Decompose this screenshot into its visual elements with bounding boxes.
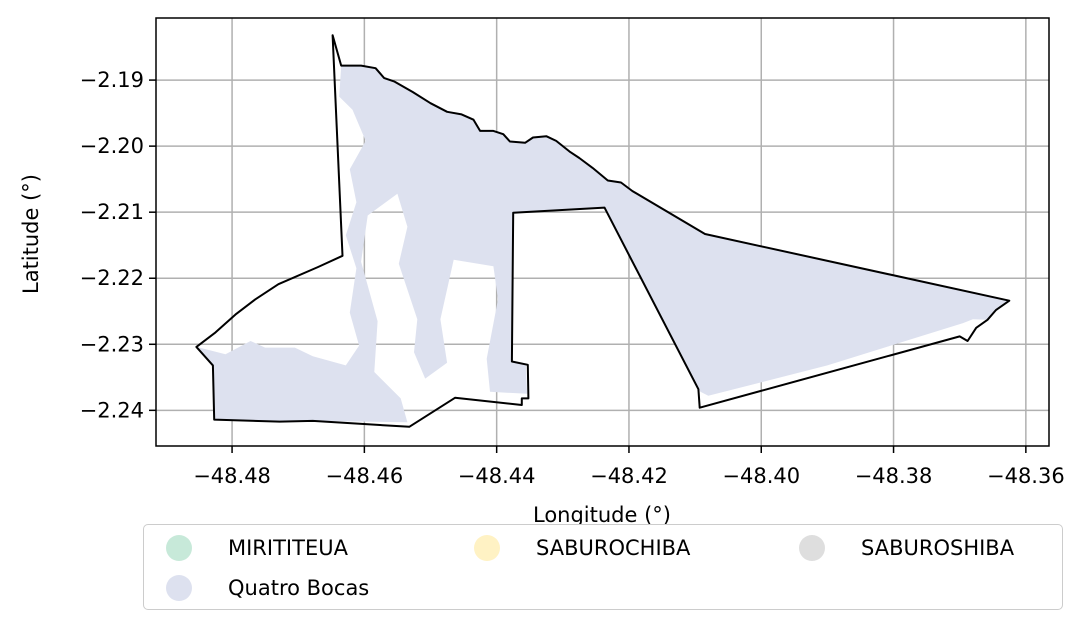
legend-swatch-saburochiba bbox=[474, 535, 500, 561]
y-tick-label: −2.23 bbox=[80, 332, 144, 356]
x-tick-label: −48.38 bbox=[855, 464, 933, 488]
area-fill-layer bbox=[196, 65, 1010, 423]
legend-label-quatro-bocas: Quatro Bocas bbox=[228, 576, 370, 600]
plot-frame bbox=[155, 17, 1050, 447]
legend-item-saburochiba: SABUROCHIBA bbox=[474, 533, 690, 563]
x-tick-label: −48.46 bbox=[326, 464, 404, 488]
x-axis-ticks: −48.48 −48.46 −48.44 −48.42 −48.40 −48.38 −48.… bbox=[193, 446, 1065, 488]
y-axis-ticks: −2.19 −2.20 −2.21 −2.22 −2.23 −2.24 bbox=[80, 68, 156, 422]
x-tick-label: −48.44 bbox=[458, 464, 536, 488]
legend-label-saburoshiba: SABUROSHIBA bbox=[861, 536, 1015, 560]
boundary-layer bbox=[195, 34, 1011, 428]
y-tick-label: −2.24 bbox=[80, 398, 144, 422]
legend: MIRITITEUA SABUROCHIBA SABUROSHIBA Quatr… bbox=[143, 524, 1063, 610]
x-tick-label: −48.42 bbox=[590, 464, 668, 488]
y-tick-label: −2.21 bbox=[80, 200, 144, 224]
y-tick-label: −2.22 bbox=[80, 266, 144, 290]
legend-swatch-quatro-bocas bbox=[166, 575, 192, 601]
y-axis-label: Latitude (°) bbox=[19, 174, 43, 294]
legend-label-saburochiba: SABUROCHIBA bbox=[536, 536, 691, 560]
boundary-outline bbox=[195, 34, 1011, 428]
legend-swatch-mirititeua bbox=[166, 535, 192, 561]
quatro-bocas-area bbox=[196, 65, 1010, 423]
legend-item-saburoshiba: SABUROSHIBA bbox=[799, 533, 1014, 563]
legend-label-mirititeua: MIRITITEUA bbox=[228, 536, 348, 560]
grid bbox=[156, 18, 1049, 446]
x-tick-label: −48.40 bbox=[722, 464, 800, 488]
x-tick-label: −48.36 bbox=[987, 464, 1065, 488]
y-tick-label: −2.20 bbox=[80, 134, 144, 158]
x-axis-label: Longitude (°) bbox=[533, 503, 671, 527]
y-tick-label: −2.19 bbox=[80, 68, 144, 92]
legend-item-quatro-bocas: Quatro Bocas bbox=[166, 573, 369, 603]
legend-item-mirititeua: MIRITITEUA bbox=[166, 533, 348, 563]
legend-swatch-saburoshiba bbox=[799, 535, 825, 561]
x-tick-label: −48.48 bbox=[193, 464, 271, 488]
